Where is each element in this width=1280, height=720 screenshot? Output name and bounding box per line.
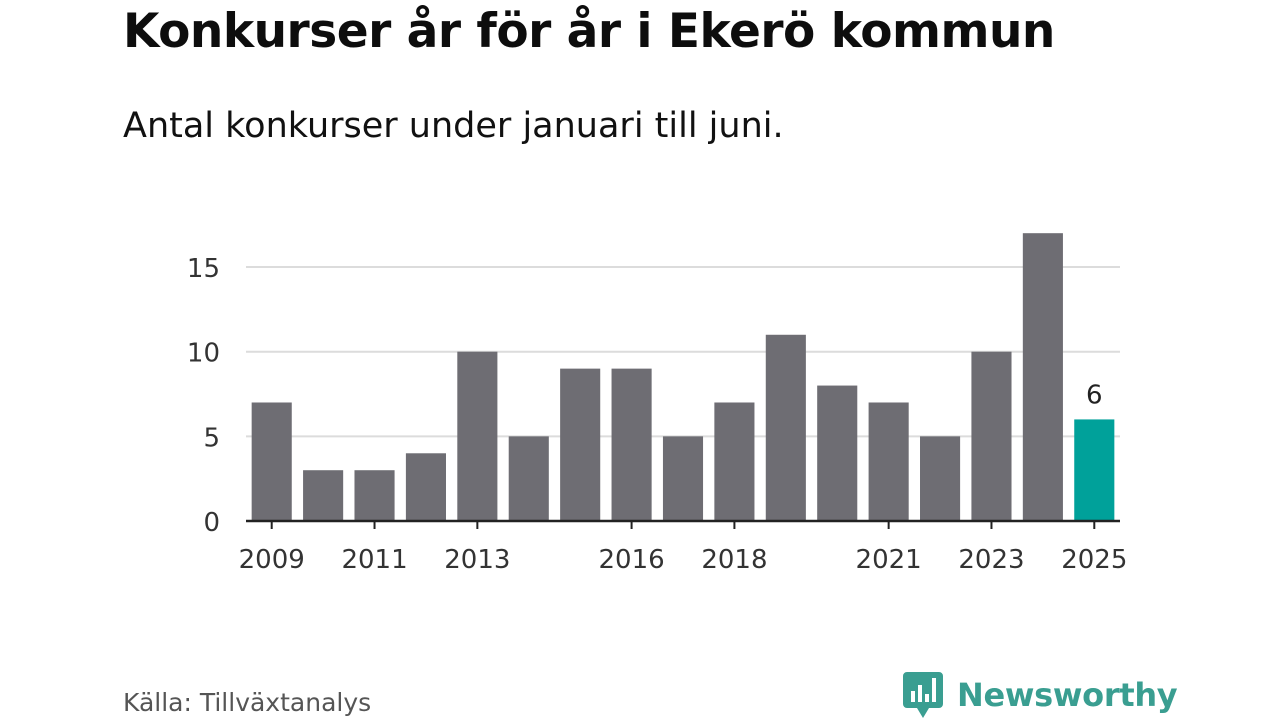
- y-tick-label: 5: [203, 423, 220, 453]
- labels: 0 5 10 15 2009 2011 2013 2016 2018 2021 2023 2025 6: [187, 254, 1127, 575]
- brand-name: Newsworthy: [957, 676, 1178, 714]
- x-tick-label: 2016: [599, 545, 665, 575]
- bar-2010: [303, 470, 344, 521]
- chart-subtitle: Antal konkurser under januari till juni.: [123, 106, 784, 146]
- bar-2011: [354, 470, 395, 521]
- newsworthy-logo-icon: [903, 672, 943, 718]
- bar-2022: [920, 436, 961, 521]
- bar-2021: [868, 402, 909, 521]
- bar-2016: [611, 368, 652, 521]
- bar-2015: [560, 368, 601, 521]
- source-note: Källa: Tillväxtanalys: [123, 688, 372, 717]
- x-tick-label: 2021: [856, 545, 922, 575]
- x-tick-label: 2018: [701, 545, 767, 575]
- y-tick-label: 15: [187, 254, 220, 284]
- x-tick-label: 2023: [958, 545, 1024, 575]
- bar-2012: [405, 453, 446, 521]
- bar-2023: [971, 351, 1012, 521]
- x-tick-label: 2025: [1061, 545, 1127, 575]
- bars: [251, 233, 1115, 521]
- bar-2024: [1022, 233, 1063, 521]
- x-tick-label: 2013: [444, 545, 510, 575]
- bar-chart: 0 5 10 15 2009 2011 2013 2016 2018 2021 2023 2025 6: [187, 233, 1127, 575]
- bar-2018: [714, 402, 755, 521]
- bar-2025: [1074, 419, 1115, 521]
- bar-2020: [817, 385, 858, 521]
- data-label: 6: [1086, 380, 1103, 410]
- bar-2019: [765, 334, 806, 521]
- bar-2014: [508, 436, 549, 521]
- bar-2009: [251, 402, 292, 521]
- y-tick-label: 0: [203, 508, 220, 538]
- x-tick-label: 2009: [239, 545, 305, 575]
- axes: [246, 519, 1120, 529]
- bar-2017: [662, 436, 704, 521]
- chart-title: Konkurser år för år i Ekerö kommun: [123, 4, 1055, 59]
- x-tick-label: 2011: [341, 545, 407, 575]
- bar-2013: [457, 351, 498, 521]
- y-tick-label: 10: [187, 339, 220, 369]
- brand: Newsworthy: [903, 672, 1178, 718]
